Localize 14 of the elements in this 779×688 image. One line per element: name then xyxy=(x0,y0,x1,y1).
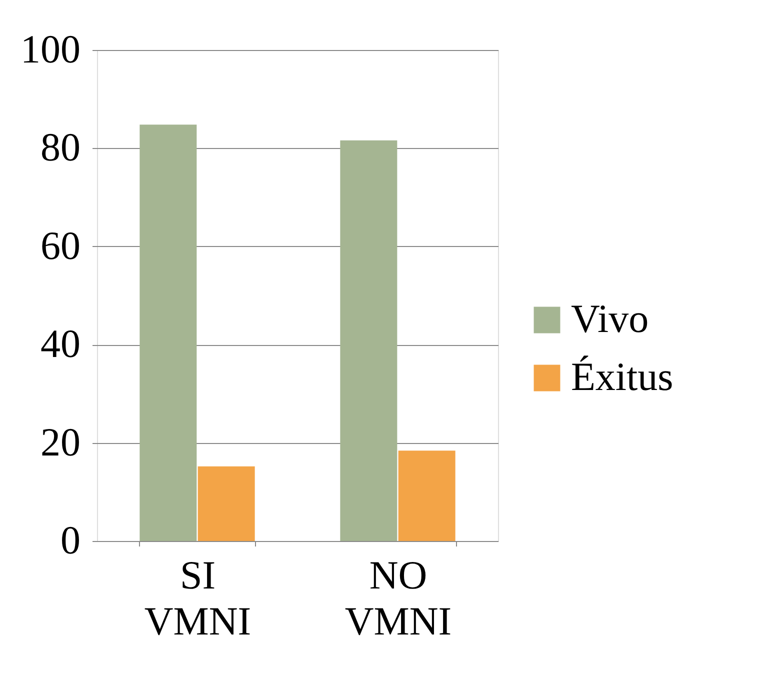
y-tick-label: 60 xyxy=(40,222,80,268)
legend-label: Éxitus xyxy=(571,354,674,399)
bar xyxy=(340,140,398,541)
bar xyxy=(198,466,255,541)
bar xyxy=(398,450,456,541)
y-tick-label: 40 xyxy=(40,321,80,366)
y-tick-label: 100 xyxy=(20,26,80,72)
y-tick-label: 80 xyxy=(40,124,80,170)
legend-label: Vivo xyxy=(571,296,649,341)
y-tick-label: 20 xyxy=(40,419,80,464)
bar xyxy=(140,124,197,541)
x-tick-label: SI VMNI xyxy=(144,552,252,644)
x-tick-label: NO VMNI xyxy=(344,552,452,644)
y-tick-label: 0 xyxy=(60,518,80,562)
